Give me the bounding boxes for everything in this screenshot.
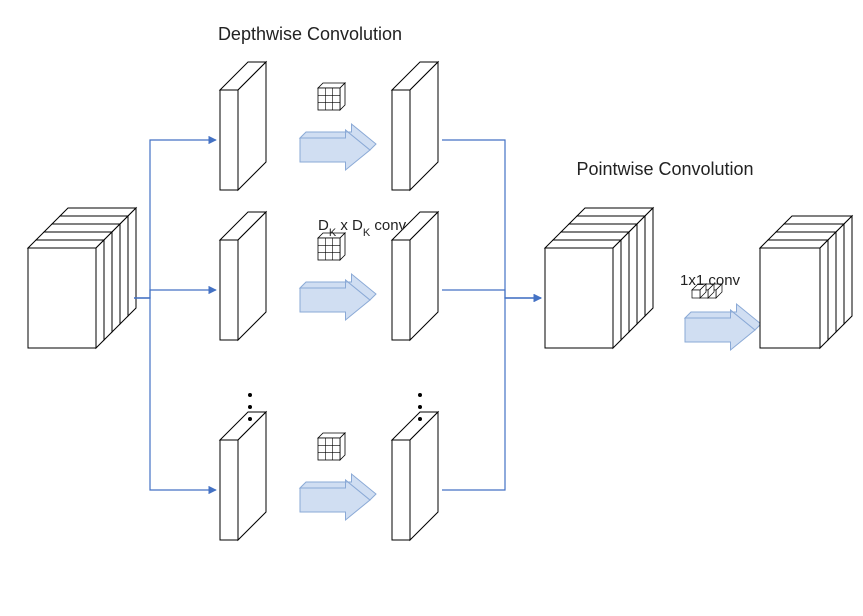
svg-text:Depthwise Convolution: Depthwise Convolution	[218, 24, 402, 44]
svg-text:Pointwise Convolution: Pointwise Convolution	[576, 159, 753, 179]
svg-text:DK x DK conv: DK x DK conv	[318, 217, 407, 239]
svg-text:1x1 conv: 1x1 conv	[680, 272, 741, 289]
diagram-canvas: Depthwise Convolution Pointwise Convoluti…	[0, 0, 863, 616]
